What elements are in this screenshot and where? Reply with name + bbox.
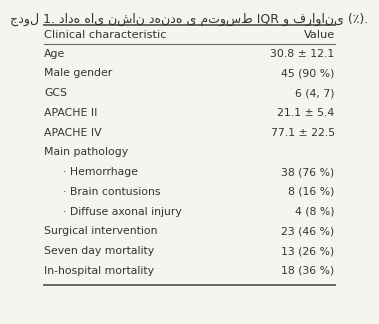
Text: 38 (76 %): 38 (76 %)	[282, 167, 335, 177]
Text: Clinical characteristic: Clinical characteristic	[44, 29, 167, 40]
Text: Seven day mortality: Seven day mortality	[44, 246, 154, 256]
Text: 13 (26 %): 13 (26 %)	[282, 246, 335, 256]
Text: 30.8 ± 12.1: 30.8 ± 12.1	[271, 49, 335, 59]
Text: 45 (90 %): 45 (90 %)	[281, 68, 335, 78]
Text: 77.1 ± 22.5: 77.1 ± 22.5	[271, 128, 335, 138]
Text: Value: Value	[304, 29, 335, 40]
Text: In-hospital mortality: In-hospital mortality	[44, 266, 154, 276]
Text: APACHE II: APACHE II	[44, 108, 98, 118]
Text: 6 (4, 7): 6 (4, 7)	[295, 88, 335, 98]
Text: Main pathology: Main pathology	[44, 147, 128, 157]
Text: 8 (16 %): 8 (16 %)	[288, 187, 335, 197]
Text: · Brain contusions: · Brain contusions	[63, 187, 160, 197]
Text: APACHE IV: APACHE IV	[44, 128, 102, 138]
Text: · Hemorrhage: · Hemorrhage	[63, 167, 138, 177]
Text: Male gender: Male gender	[44, 68, 113, 78]
Text: · Diffuse axonal injury: · Diffuse axonal injury	[63, 207, 182, 217]
Text: 4 (8 %): 4 (8 %)	[295, 207, 335, 217]
Text: 23 (46 %): 23 (46 %)	[282, 226, 335, 237]
Text: GCS: GCS	[44, 88, 67, 98]
Text: 21.1 ± 5.4: 21.1 ± 5.4	[277, 108, 335, 118]
Text: Surgical intervention: Surgical intervention	[44, 226, 158, 237]
Text: جدول 1. داده های نشان دهنده ی متوسط IQR و فراوانی (٪).: جدول 1. داده های نشان دهنده ی متوسط IQR …	[10, 13, 369, 26]
Text: 18 (36 %): 18 (36 %)	[282, 266, 335, 276]
Text: Age: Age	[44, 49, 66, 59]
